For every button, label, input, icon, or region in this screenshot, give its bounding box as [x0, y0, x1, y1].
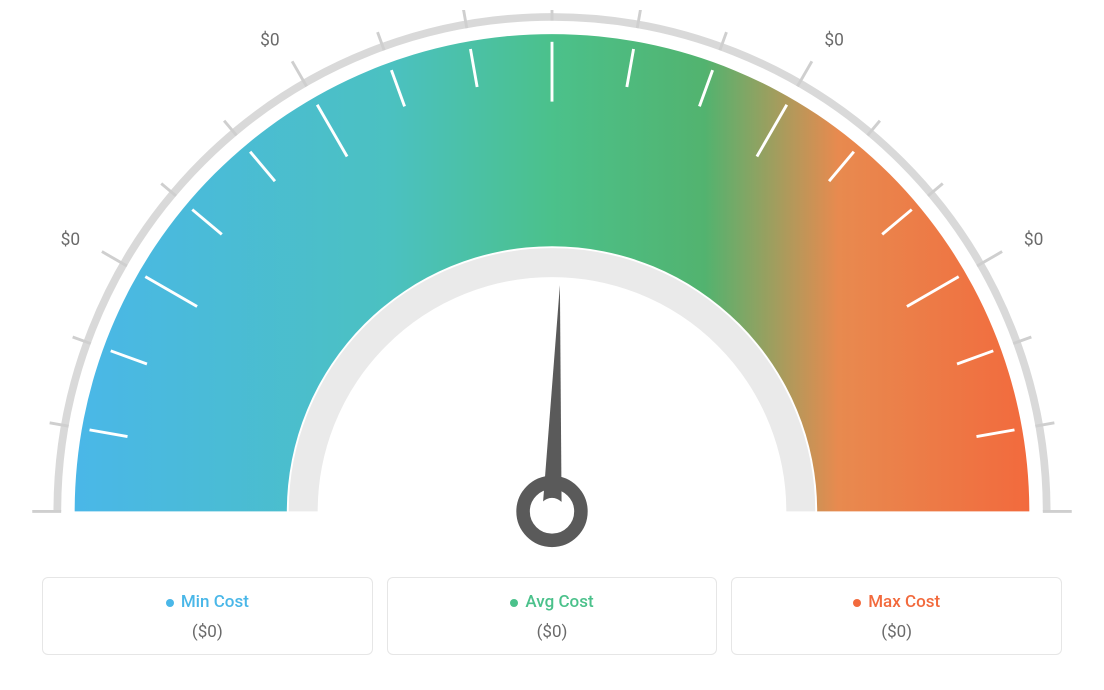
legend-label-min: Min Cost: [181, 592, 249, 612]
gauge-tick-label: $0: [1024, 230, 1044, 250]
legend-card-avg: Avg Cost ($0): [387, 577, 718, 655]
gauge-chart: $0$0$0$0$0$0$0: [27, 10, 1077, 550]
legend-title-min: Min Cost: [166, 592, 249, 612]
legend-card-max: Max Cost ($0): [731, 577, 1062, 655]
legend-dot-avg: [510, 599, 518, 607]
legend-row: Min Cost ($0) Avg Cost ($0) Max Cost ($0…: [42, 577, 1062, 655]
legend-title-avg: Avg Cost: [510, 592, 593, 612]
legend-value-max: ($0): [732, 622, 1061, 642]
chart-container: $0$0$0$0$0$0$0 Min Cost ($0) Avg Cost ($…: [0, 0, 1104, 690]
legend-label-avg: Avg Cost: [525, 592, 593, 612]
gauge-svg: $0$0$0$0$0$0$0: [27, 10, 1077, 550]
legend-title-max: Max Cost: [853, 592, 940, 612]
legend-dot-min: [166, 599, 174, 607]
legend-label-max: Max Cost: [868, 592, 940, 612]
gauge-tick-label: $0: [61, 230, 81, 250]
legend-value-min: ($0): [43, 622, 372, 642]
legend-value-avg: ($0): [388, 622, 717, 642]
gauge-tick-label: $0: [260, 30, 280, 50]
legend-dot-max: [853, 599, 861, 607]
legend-card-min: Min Cost ($0): [42, 577, 373, 655]
gauge-tick-label: $0: [824, 30, 844, 50]
